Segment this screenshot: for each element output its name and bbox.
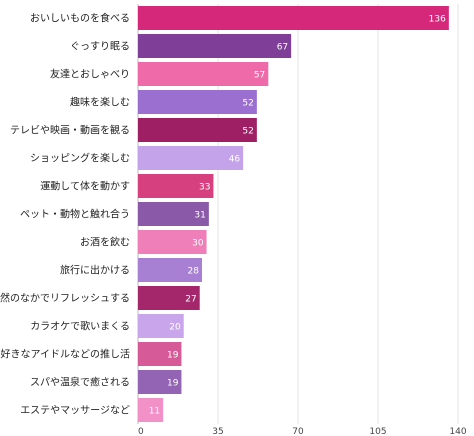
- category-label: スパや温泉で癒される: [30, 376, 130, 389]
- category-label: おいしいものを食べる: [30, 12, 130, 25]
- bar-value-label: 27: [185, 295, 196, 305]
- bar-value-label: 33: [199, 183, 210, 193]
- bar: [138, 90, 257, 114]
- category-label: 友達とおしゃべり: [50, 68, 130, 81]
- category-label: 趣味を楽しむ: [70, 96, 130, 109]
- bar-value-label: 57: [254, 71, 265, 81]
- bar-value-label: 11: [149, 407, 160, 417]
- category-label: カラオケで歌いまくる: [30, 320, 130, 333]
- bar: [138, 6, 449, 30]
- bar-value-label: 52: [242, 99, 253, 109]
- bar-value-label: 19: [167, 379, 179, 389]
- bar-value-label: 52: [242, 127, 253, 137]
- bar: [138, 118, 257, 142]
- bar-value-label: 30: [192, 239, 204, 249]
- bar: [138, 258, 202, 282]
- category-label: 好きなアイドルなどの推し活: [1, 348, 131, 361]
- x-tick-label: 70: [292, 427, 304, 436]
- bar: [138, 370, 182, 394]
- x-tick-label: 140: [449, 427, 466, 436]
- bar: [138, 230, 207, 254]
- bar-value-label: 20: [169, 323, 181, 333]
- bar: [138, 342, 182, 366]
- x-tick-label: 35: [212, 427, 223, 436]
- x-tick-label: 105: [369, 427, 386, 436]
- x-tick-label: 0: [138, 427, 144, 436]
- bar: [138, 202, 209, 226]
- category-label: 旅行に出かける: [60, 264, 130, 277]
- bar: [138, 286, 200, 310]
- category-label: 運動して体を動かす: [40, 180, 130, 193]
- category-label: ショッピングを楽しむ: [30, 152, 130, 165]
- bar: [138, 174, 214, 198]
- bar: [138, 146, 244, 170]
- bar-value-label: 67: [277, 43, 288, 53]
- category-label: ぐっすり眠る: [70, 41, 130, 53]
- bar-value-label: 136: [429, 15, 446, 25]
- bar: [138, 62, 269, 86]
- category-label: エステやマッサージなど: [20, 405, 130, 417]
- bar: [138, 314, 184, 338]
- category-labels: おいしいものを食べるぐっすり眠る友達とおしゃべり趣味を楽しむテレビや映画・動画を…: [0, 12, 130, 417]
- bars: 136 67 57 52 52 46 33 31 30 28 27 20 19 19 11: [138, 6, 449, 422]
- bar-value-label: 19: [167, 351, 179, 361]
- x-axis-ticks: 0 35 70 105 140: [138, 427, 467, 436]
- category-label: ペット・動物と触れ合う: [20, 208, 130, 221]
- bar: [138, 398, 164, 422]
- category-label: お酒を飲む: [80, 236, 130, 249]
- bar-value-label: 46: [229, 155, 241, 165]
- bar-value-label: 28: [188, 267, 200, 277]
- category-label: 自然のなかでリフレッシュする: [0, 292, 130, 305]
- category-label: テレビや映画・動画を観る: [10, 124, 130, 137]
- bar-value-label: 31: [194, 211, 205, 221]
- bar: [138, 34, 292, 58]
